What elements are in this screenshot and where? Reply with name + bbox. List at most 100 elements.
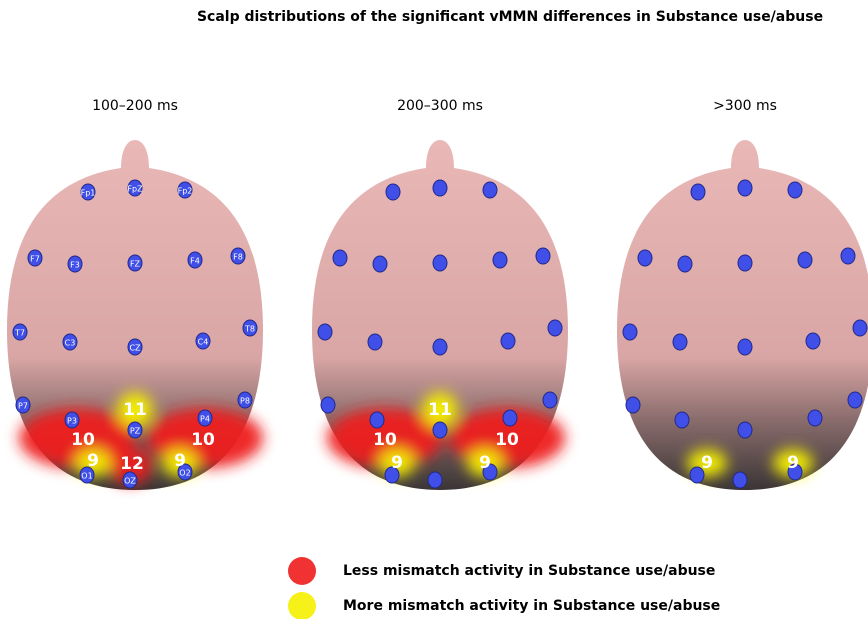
electrode-label: F8 xyxy=(233,253,243,262)
electrode xyxy=(384,466,400,484)
electrode xyxy=(677,255,693,273)
electrode xyxy=(372,255,388,273)
head xyxy=(312,140,568,490)
blob-value: 9 xyxy=(391,453,403,473)
electrode xyxy=(237,391,253,409)
electrode-label: T8 xyxy=(244,325,255,334)
blob-value: 12 xyxy=(120,454,144,474)
electrode xyxy=(369,411,385,429)
electrode-label: OZ xyxy=(124,477,136,486)
electrode xyxy=(547,319,563,337)
electrode-label: FZ xyxy=(130,260,141,269)
legend-label: More mismatch activity in Substance use/… xyxy=(343,598,720,614)
electrode-label: F7 xyxy=(30,255,40,264)
electrode xyxy=(622,323,638,341)
legend-swatch xyxy=(288,592,316,619)
electrode xyxy=(64,411,80,429)
electrode xyxy=(797,251,813,269)
electrode xyxy=(502,409,518,427)
electrode xyxy=(847,391,863,409)
electrode-label: P3 xyxy=(67,417,77,426)
electrode xyxy=(432,254,448,272)
electrode xyxy=(317,323,333,341)
electrode xyxy=(332,249,348,267)
electrode xyxy=(230,247,246,265)
electrode-label: O1 xyxy=(81,472,92,481)
electrode-label: F3 xyxy=(70,261,80,270)
blob-value: 9 xyxy=(787,453,799,473)
electrode xyxy=(737,338,753,356)
electrode xyxy=(79,466,95,484)
electrode-label: P7 xyxy=(18,402,28,411)
electrode-label: Fp2 xyxy=(178,187,193,196)
electrode xyxy=(385,183,401,201)
electrode xyxy=(807,409,823,427)
activity xyxy=(19,392,263,484)
electrode xyxy=(737,254,753,272)
activity xyxy=(687,449,813,477)
electrode xyxy=(737,421,753,439)
electrode xyxy=(177,181,193,199)
electrode xyxy=(127,338,143,356)
electrode xyxy=(732,471,748,489)
legend-swatch xyxy=(288,557,316,585)
electrode xyxy=(787,463,803,481)
electrode-label: FpZ xyxy=(127,185,143,194)
electrode xyxy=(127,421,143,439)
electrode xyxy=(80,183,96,201)
title: Scalp distributions of the significant v… xyxy=(197,9,823,25)
electrode xyxy=(637,249,653,267)
electrode xyxy=(427,471,443,489)
electrode xyxy=(690,183,706,201)
electrode-label: C3 xyxy=(65,339,76,348)
electrode xyxy=(12,323,28,341)
electrode xyxy=(492,251,508,269)
electrode xyxy=(367,333,383,351)
electrode-label: F4 xyxy=(190,257,200,266)
activity-blob xyxy=(19,408,135,468)
electrode xyxy=(27,249,43,267)
electrode xyxy=(840,247,856,265)
electrode xyxy=(195,332,211,350)
electrode xyxy=(432,421,448,439)
blob-value: 11 xyxy=(123,400,147,420)
activity-blob xyxy=(773,449,813,477)
electrode xyxy=(320,396,336,414)
electrode xyxy=(787,181,803,199)
legend-label: Less mismatch activity in Substance use/… xyxy=(343,563,715,579)
electrode xyxy=(482,463,498,481)
electrode xyxy=(62,333,78,351)
electrode xyxy=(852,319,868,337)
electrode xyxy=(482,181,498,199)
activity xyxy=(327,392,565,477)
activity-blob xyxy=(117,392,153,428)
electrode xyxy=(177,463,193,481)
head xyxy=(7,140,263,490)
electrode xyxy=(67,255,83,273)
blob-value: 9 xyxy=(174,451,186,471)
panel-label: 100–200 ms xyxy=(92,98,178,114)
electrode xyxy=(127,179,143,197)
electrode xyxy=(625,396,641,414)
electrode xyxy=(432,338,448,356)
panel-label: 200–300 ms xyxy=(397,98,483,114)
electrode xyxy=(672,333,688,351)
blob-value: 10 xyxy=(373,430,397,450)
electrode xyxy=(689,466,705,484)
blob-value: 9 xyxy=(87,451,99,471)
electrode xyxy=(737,179,753,197)
electrode-label: PZ xyxy=(130,427,141,436)
electrode xyxy=(805,332,821,350)
activity-blob xyxy=(422,392,458,428)
electrode xyxy=(674,411,690,429)
electrode xyxy=(432,179,448,197)
blob-value: 9 xyxy=(701,453,713,473)
blob-value: 10 xyxy=(495,430,519,450)
electrode xyxy=(542,391,558,409)
panel-label: >300 ms xyxy=(713,98,777,114)
electrode xyxy=(127,254,143,272)
electrode xyxy=(242,319,258,337)
electrode xyxy=(122,471,138,489)
electrode xyxy=(15,396,31,414)
